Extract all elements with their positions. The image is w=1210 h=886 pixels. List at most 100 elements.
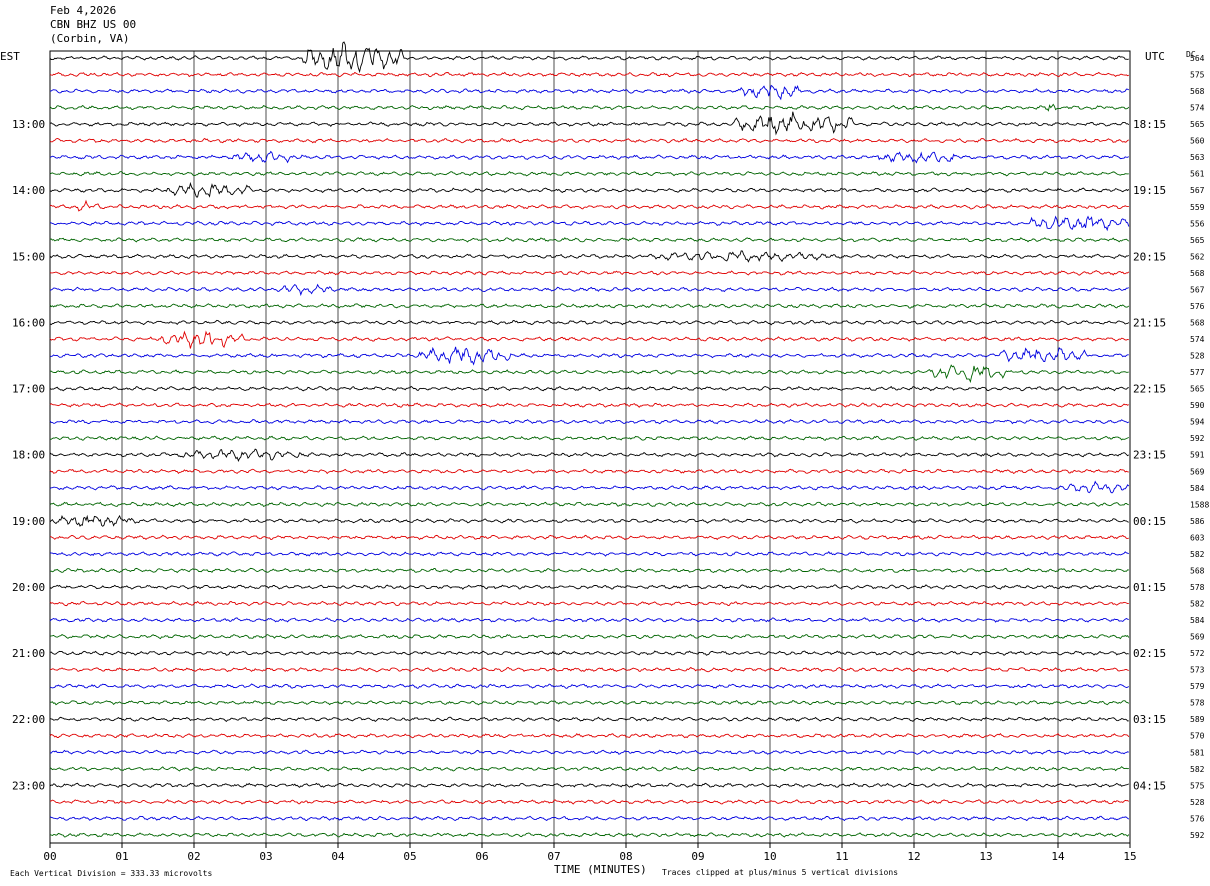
dc-offset-value: 578 [1190,699,1205,708]
x-tick-label: 08 [619,850,632,863]
trace-row [49,402,1130,408]
est-time-label: 14:00 [12,184,45,197]
x-tick-label: 10 [763,850,776,863]
dc-offset-value: 568 [1190,318,1205,327]
chart-date: Feb 4,2026 [50,4,117,17]
utc-time-label: 23:15 [1133,449,1166,462]
trace-row [49,346,1129,366]
trace-row [49,150,1130,164]
dc-offset-value: 584 [1190,616,1205,625]
est-time-label: 20:00 [12,581,45,594]
trace-row [49,303,1130,309]
trace-row [49,633,1130,640]
dc-offset-value: 565 [1190,385,1205,394]
utc-time-label: 03:15 [1133,713,1166,726]
dc-offset-value: 567 [1190,285,1205,294]
dc-offset-value: 570 [1190,732,1205,741]
dc-offset-value: 582 [1190,765,1205,774]
dc-offset-value: 568 [1190,269,1205,278]
trace-row [49,250,1130,263]
trace-row [49,330,1129,349]
trace-row [49,283,1130,297]
utc-time-label: 18:15 [1133,118,1166,131]
trace-row [49,666,1129,673]
dc-offset-value: 560 [1190,137,1205,146]
trace-row [49,650,1129,656]
trace-row [49,683,1130,689]
trace-row [49,600,1129,607]
plot-grid: 00 01 02 03 04 05 06 07 08 09 10 11 12 13 14 15 [43,50,1137,863]
trace-row [49,111,1130,136]
trace-row [49,584,1130,590]
trace-row [49,103,1130,112]
trace-row [49,171,1129,177]
chart-station: CBN BHZ US 00 [50,18,137,31]
trace-row [49,137,1130,144]
x-tick-label: 02 [187,850,200,863]
dc-offset-value: 592 [1190,434,1205,443]
trace-group: 564 575 568 574 565 560 563 561 567 559 556 565 562 5… [49,41,1209,840]
trace-row [49,782,1130,789]
dc-offset-value: 564 [1190,54,1205,63]
chart-location: (Corbin, VA) [50,32,130,45]
dc-offset-value: 590 [1190,401,1205,410]
dc-offset-value: 573 [1190,666,1205,675]
dc-offset-value: 594 [1190,418,1205,427]
dc-offset-value: 591 [1190,451,1205,460]
trace-row [49,832,1130,838]
left-axis-label: EST [0,50,20,63]
trace-row [49,567,1129,574]
dc-offset-value: 577 [1190,368,1205,377]
clip-note: Traces clipped at plus/minus 5 vertical … [662,868,898,877]
dc-offset-value: 568 [1190,87,1205,96]
dc-offset-value: 589 [1190,715,1205,724]
trace-row [49,448,1130,462]
trace-row [49,501,1129,507]
x-axis-label: TIME (MINUTES) [554,863,647,876]
dc-offset-value: 528 [1190,798,1205,807]
utc-time-label: 01:15 [1133,581,1166,594]
trace-row [49,215,1130,232]
trace-row [49,237,1130,243]
trace-row [49,617,1129,623]
label-group: EST UTC DC Each Vertical Division = 333.… [0,50,1196,878]
trace-row [49,514,1129,527]
dc-offset-value: 576 [1190,302,1205,311]
est-time-label: 18:00 [12,449,45,462]
dc-offset-value: 575 [1190,781,1205,790]
est-time-label: 19:00 [12,515,45,528]
trace-row [49,435,1130,441]
est-time-label: 13:00 [12,118,45,131]
est-time-label: 17:00 [12,383,45,396]
utc-time-label: 22:15 [1133,383,1166,396]
trace-row [49,181,1130,198]
scale-note: Each Vertical Division = 333.33 microvol… [10,869,212,878]
trace-row [49,84,1130,101]
dc-offset-value: 574 [1190,104,1205,113]
trace-row [49,699,1130,706]
trace-row [49,468,1129,475]
dc-offset-value: 574 [1190,335,1205,344]
trace-row [49,716,1129,723]
trace-row [49,418,1130,425]
dc-offset-value: 568 [1190,566,1205,575]
utc-time-label: 21:15 [1133,316,1166,329]
dc-offset-value: 565 [1190,120,1205,129]
est-time-label: 16:00 [12,316,45,329]
utc-time-label: 02:15 [1133,647,1166,660]
dc-offset-value: 572 [1190,649,1205,658]
dc-offset-value: 603 [1190,533,1205,542]
est-time-label: 21:00 [12,647,45,660]
dc-offset-value: 575 [1190,71,1205,80]
trace-row [49,815,1130,822]
dc-offset-value: 559 [1190,203,1205,212]
dc-offset-value: 579 [1190,682,1205,691]
utc-time-label: 00:15 [1133,515,1166,528]
trace-row [49,319,1130,326]
trace-row [49,199,1129,212]
dc-offset-value: 569 [1190,467,1205,476]
dc-offset-value: 561 [1190,170,1205,179]
est-time-label: 15:00 [12,250,45,263]
trace-row [49,534,1129,541]
dc-offset-value: 565 [1190,236,1205,245]
